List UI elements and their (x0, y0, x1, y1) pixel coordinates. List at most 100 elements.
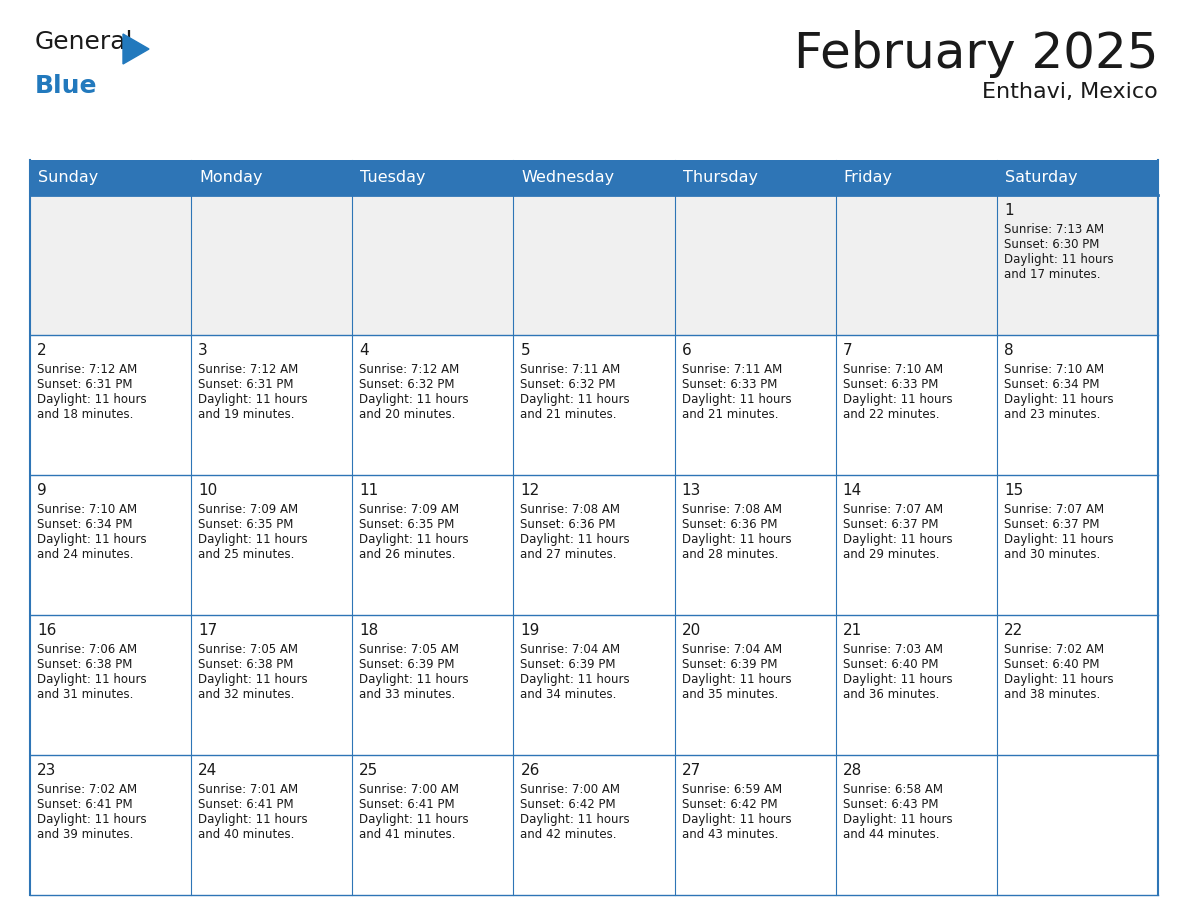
Text: Daylight: 11 hours: Daylight: 11 hours (359, 393, 469, 406)
Text: Daylight: 11 hours: Daylight: 11 hours (359, 533, 469, 546)
Text: Daylight: 11 hours: Daylight: 11 hours (1004, 393, 1113, 406)
Text: 20: 20 (682, 623, 701, 638)
Text: Sunset: 6:43 PM: Sunset: 6:43 PM (842, 798, 939, 811)
Text: Sunset: 6:41 PM: Sunset: 6:41 PM (359, 798, 455, 811)
Text: Daylight: 11 hours: Daylight: 11 hours (359, 673, 469, 686)
Text: Sunset: 6:41 PM: Sunset: 6:41 PM (37, 798, 133, 811)
Text: Sunset: 6:40 PM: Sunset: 6:40 PM (1004, 658, 1099, 671)
Text: and 18 minutes.: and 18 minutes. (37, 408, 133, 421)
Text: Sunset: 6:39 PM: Sunset: 6:39 PM (682, 658, 777, 671)
Text: Enthavi, Mexico: Enthavi, Mexico (982, 82, 1158, 102)
Text: Sunset: 6:36 PM: Sunset: 6:36 PM (682, 518, 777, 531)
Text: Sunrise: 7:09 AM: Sunrise: 7:09 AM (359, 503, 460, 516)
Text: Sunrise: 7:01 AM: Sunrise: 7:01 AM (198, 783, 298, 796)
Text: and 22 minutes.: and 22 minutes. (842, 408, 940, 421)
Text: Sunrise: 7:04 AM: Sunrise: 7:04 AM (682, 643, 782, 656)
Text: Daylight: 11 hours: Daylight: 11 hours (198, 533, 308, 546)
Text: 14: 14 (842, 483, 862, 498)
Text: Sunrise: 7:00 AM: Sunrise: 7:00 AM (520, 783, 620, 796)
Text: Daylight: 11 hours: Daylight: 11 hours (842, 393, 953, 406)
Text: Daylight: 11 hours: Daylight: 11 hours (37, 393, 146, 406)
Text: 24: 24 (198, 763, 217, 778)
Text: and 39 minutes.: and 39 minutes. (37, 828, 133, 841)
Text: Daylight: 11 hours: Daylight: 11 hours (198, 393, 308, 406)
Text: Sunrise: 6:58 AM: Sunrise: 6:58 AM (842, 783, 943, 796)
Text: Sunrise: 7:12 AM: Sunrise: 7:12 AM (359, 363, 460, 376)
Text: Blue: Blue (34, 74, 97, 98)
Text: Sunset: 6:33 PM: Sunset: 6:33 PM (842, 378, 939, 391)
Text: Sunrise: 7:07 AM: Sunrise: 7:07 AM (842, 503, 943, 516)
Text: 8: 8 (1004, 343, 1013, 358)
Text: Daylight: 11 hours: Daylight: 11 hours (37, 533, 146, 546)
Text: 12: 12 (520, 483, 539, 498)
Text: Sunset: 6:30 PM: Sunset: 6:30 PM (1004, 238, 1099, 251)
Text: Sunset: 6:42 PM: Sunset: 6:42 PM (520, 798, 617, 811)
Text: Sunday: Sunday (38, 170, 99, 185)
Text: and 27 minutes.: and 27 minutes. (520, 548, 617, 561)
Bar (30, 160, 1158, 195)
Text: Sunrise: 7:12 AM: Sunrise: 7:12 AM (198, 363, 298, 376)
Text: Daylight: 11 hours: Daylight: 11 hours (682, 673, 791, 686)
Text: 27: 27 (682, 763, 701, 778)
Text: Sunset: 6:40 PM: Sunset: 6:40 PM (842, 658, 939, 671)
Text: Sunrise: 7:06 AM: Sunrise: 7:06 AM (37, 643, 137, 656)
Text: 28: 28 (842, 763, 862, 778)
Text: 16: 16 (37, 623, 56, 638)
Text: Sunrise: 7:08 AM: Sunrise: 7:08 AM (682, 503, 782, 516)
Text: 6: 6 (682, 343, 691, 358)
Text: Sunrise: 7:02 AM: Sunrise: 7:02 AM (1004, 643, 1104, 656)
Text: Sunrise: 6:59 AM: Sunrise: 6:59 AM (682, 783, 782, 796)
Bar (30, 335, 1158, 475)
Text: and 24 minutes.: and 24 minutes. (37, 548, 133, 561)
Text: Daylight: 11 hours: Daylight: 11 hours (842, 673, 953, 686)
Text: and 43 minutes.: and 43 minutes. (682, 828, 778, 841)
Text: Sunset: 6:37 PM: Sunset: 6:37 PM (842, 518, 939, 531)
Text: Sunrise: 7:11 AM: Sunrise: 7:11 AM (520, 363, 620, 376)
Text: 13: 13 (682, 483, 701, 498)
Text: Saturday: Saturday (1005, 170, 1078, 185)
Text: February 2025: February 2025 (794, 30, 1158, 78)
Text: Sunset: 6:39 PM: Sunset: 6:39 PM (520, 658, 615, 671)
Text: Daylight: 11 hours: Daylight: 11 hours (520, 813, 630, 826)
Text: Sunset: 6:41 PM: Sunset: 6:41 PM (198, 798, 293, 811)
Text: and 34 minutes.: and 34 minutes. (520, 688, 617, 701)
Text: 4: 4 (359, 343, 369, 358)
Text: 15: 15 (1004, 483, 1023, 498)
Text: Daylight: 11 hours: Daylight: 11 hours (842, 533, 953, 546)
Text: and 20 minutes.: and 20 minutes. (359, 408, 456, 421)
Text: Daylight: 11 hours: Daylight: 11 hours (842, 813, 953, 826)
Text: and 23 minutes.: and 23 minutes. (1004, 408, 1100, 421)
Text: General: General (34, 30, 133, 54)
Text: Sunset: 6:36 PM: Sunset: 6:36 PM (520, 518, 615, 531)
Text: 23: 23 (37, 763, 56, 778)
Text: Sunset: 6:32 PM: Sunset: 6:32 PM (520, 378, 615, 391)
Text: Sunset: 6:34 PM: Sunset: 6:34 PM (1004, 378, 1099, 391)
Text: Sunrise: 7:12 AM: Sunrise: 7:12 AM (37, 363, 138, 376)
Text: Sunset: 6:31 PM: Sunset: 6:31 PM (198, 378, 293, 391)
Text: Daylight: 11 hours: Daylight: 11 hours (37, 813, 146, 826)
Text: and 31 minutes.: and 31 minutes. (37, 688, 133, 701)
Text: Sunset: 6:42 PM: Sunset: 6:42 PM (682, 798, 777, 811)
Text: and 38 minutes.: and 38 minutes. (1004, 688, 1100, 701)
Text: Sunrise: 7:09 AM: Sunrise: 7:09 AM (198, 503, 298, 516)
Text: Daylight: 11 hours: Daylight: 11 hours (198, 813, 308, 826)
Text: Tuesday: Tuesday (360, 170, 425, 185)
Text: Daylight: 11 hours: Daylight: 11 hours (359, 813, 469, 826)
Text: Sunrise: 7:05 AM: Sunrise: 7:05 AM (198, 643, 298, 656)
Text: Wednesday: Wednesday (522, 170, 614, 185)
Text: Sunrise: 7:13 AM: Sunrise: 7:13 AM (1004, 223, 1104, 236)
Text: Sunrise: 7:03 AM: Sunrise: 7:03 AM (842, 643, 943, 656)
Text: Sunrise: 7:02 AM: Sunrise: 7:02 AM (37, 783, 137, 796)
Text: Sunset: 6:37 PM: Sunset: 6:37 PM (1004, 518, 1099, 531)
Text: 25: 25 (359, 763, 379, 778)
Text: and 29 minutes.: and 29 minutes. (842, 548, 940, 561)
Text: 18: 18 (359, 623, 379, 638)
Text: Sunset: 6:33 PM: Sunset: 6:33 PM (682, 378, 777, 391)
Text: and 21 minutes.: and 21 minutes. (682, 408, 778, 421)
Text: 5: 5 (520, 343, 530, 358)
Text: Daylight: 11 hours: Daylight: 11 hours (1004, 253, 1113, 266)
Text: 1: 1 (1004, 203, 1013, 218)
Text: Sunrise: 7:00 AM: Sunrise: 7:00 AM (359, 783, 460, 796)
Text: Daylight: 11 hours: Daylight: 11 hours (682, 533, 791, 546)
Text: Sunrise: 7:08 AM: Sunrise: 7:08 AM (520, 503, 620, 516)
